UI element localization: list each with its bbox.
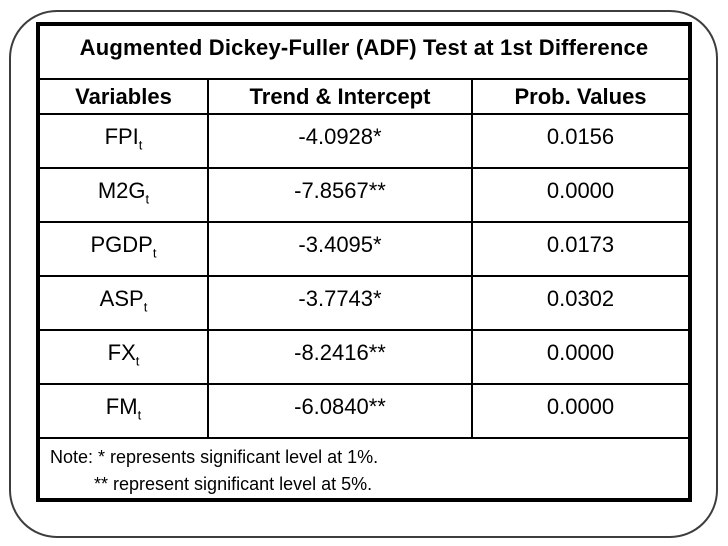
table-row: FXt -8.2416** 0.0000	[37, 329, 692, 385]
adf-statistic-cell: -3.7743*	[207, 275, 473, 331]
table-title: Augmented Dickey-Fuller (ADF) Test at 1s…	[36, 23, 692, 80]
prob-value-cell: 0.0000	[470, 383, 692, 439]
variable-cell: FMt	[37, 383, 209, 439]
table-row: FPIt -4.0928* 0.0156	[37, 113, 692, 169]
column-header-trend-intercept: Trend & Intercept	[207, 78, 473, 115]
variable-name: FM	[105, 394, 138, 419]
variable-subscript: t	[135, 353, 140, 369]
table-title-row: Augmented Dickey-Fuller (ADF) Test at 1s…	[36, 23, 692, 80]
adf-statistic-cell: -4.0928*	[207, 113, 473, 169]
variable-cell: PGDPt	[37, 221, 209, 277]
variable-subscript: t	[145, 191, 150, 207]
variable-cell: FXt	[37, 329, 209, 385]
note-cell: Note: * represents significant level at …	[36, 437, 692, 501]
variable-subscript: t	[137, 407, 142, 423]
prob-value-cell: 0.0000	[470, 167, 692, 223]
column-header-variables: Variables	[37, 78, 209, 115]
variable-name: M2G	[97, 178, 146, 203]
prob-value-cell: 0.0302	[470, 275, 692, 331]
variable-subscript: t	[143, 299, 148, 315]
note-line-2: ** represent significant level at 5%.	[94, 474, 373, 494]
column-header-prob-values: Prob. Values	[470, 78, 692, 115]
variable-cell: ASPt	[37, 275, 209, 331]
variable-name: PGDP	[90, 232, 153, 257]
table-header-row: Variables Trend & Intercept Prob. Values	[37, 78, 692, 115]
table-row: FMt -6.0840** 0.0000	[37, 383, 692, 439]
prob-value-cell: 0.0173	[470, 221, 692, 277]
adf-statistic-cell: -6.0840**	[207, 383, 473, 439]
variable-cell: FPIt	[37, 113, 209, 169]
adf-statistic-cell: -7.8567**	[207, 167, 473, 223]
variable-name: FX	[107, 340, 136, 365]
variable-subscript: t	[152, 245, 157, 261]
variable-subscript: t	[138, 137, 143, 153]
note-line-1: Note: * represents significant level at …	[50, 447, 379, 467]
variable-name: FPI	[104, 124, 139, 149]
adf-test-table: Augmented Dickey-Fuller (ADF) Test at 1s…	[36, 22, 693, 502]
table-row: PGDPt -3.4095* 0.0173	[37, 221, 692, 277]
table-note-row: Note: * represents significant level at …	[36, 437, 692, 501]
adf-statistic-cell: -3.4095*	[207, 221, 473, 277]
prob-value-cell: 0.0000	[470, 329, 692, 385]
variable-cell: M2Gt	[37, 167, 209, 223]
table-row: ASPt -3.7743* 0.0302	[37, 275, 692, 331]
prob-value-cell: 0.0156	[470, 113, 692, 169]
adf-statistic-cell: -8.2416**	[207, 329, 473, 385]
variable-name: ASP	[99, 286, 144, 311]
table-row: M2Gt -7.8567** 0.0000	[37, 167, 692, 223]
